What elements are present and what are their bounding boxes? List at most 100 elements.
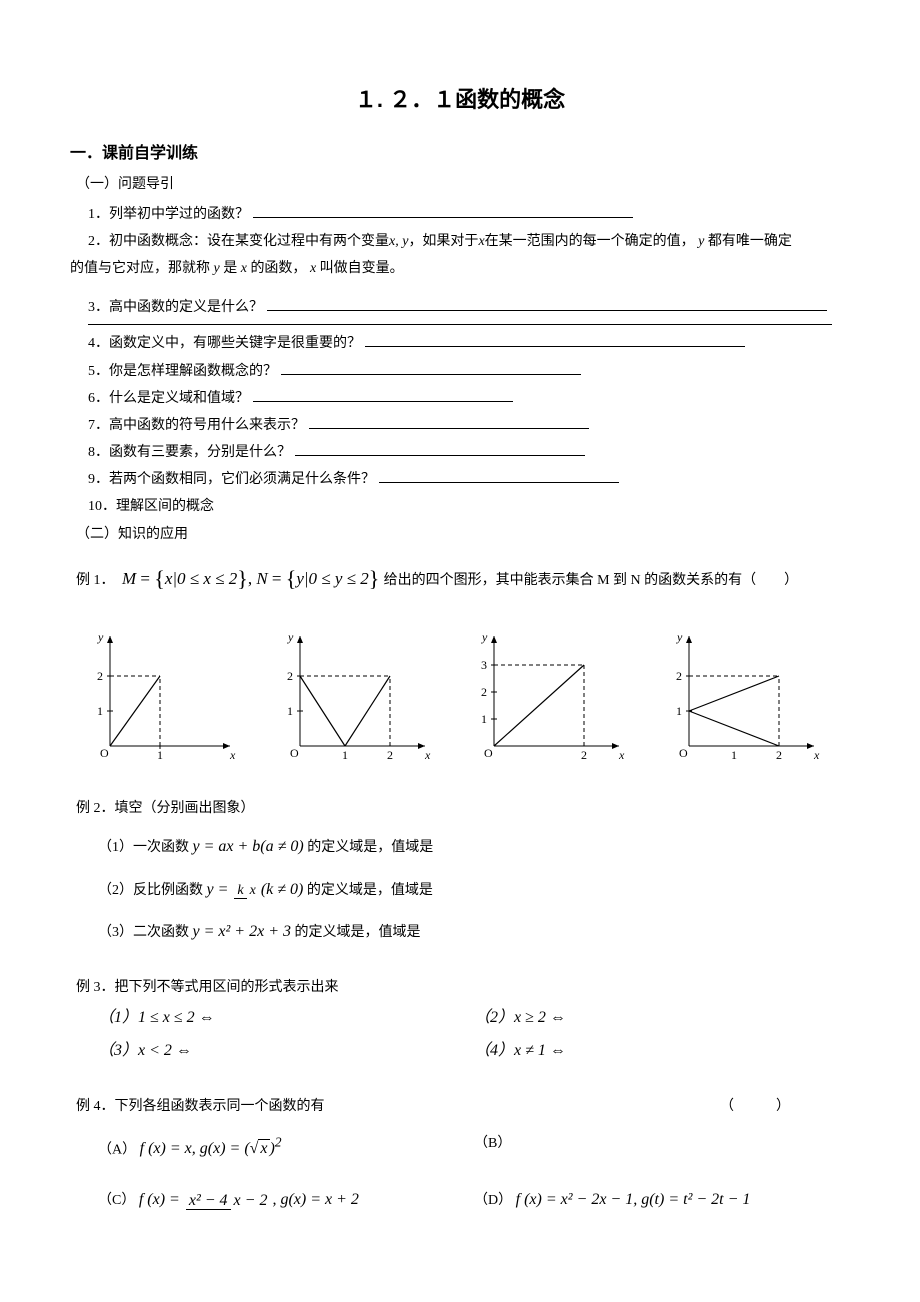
ex4-C-label: （C） <box>98 1193 135 1208</box>
svg-text:2: 2 <box>481 685 487 699</box>
ex4-D: （D） f (x) = x² − 2x − 1, g(t) = t² − 2t … <box>474 1186 850 1215</box>
q2-y: y <box>695 234 708 249</box>
ex4-C-g: , g(x) = x + 2 <box>272 1191 358 1208</box>
q7-text: 7．高中函数的符号用什么来表示？ <box>88 418 305 433</box>
svg-text:x: x <box>813 748 820 762</box>
q3-blank-line2 <box>88 324 832 325</box>
q8: 8．函数有三要素，分别是什么？ <box>88 440 850 465</box>
svg-text:O: O <box>290 746 299 760</box>
q5-blank <box>281 374 581 375</box>
chart-1: x y O 1 2 1 <box>80 626 257 775</box>
section-1-heading: 一．课前自学训练 <box>70 140 850 169</box>
svg-text:1: 1 <box>481 712 487 726</box>
example-2: 例 2．填空（分别画出图象） <box>76 796 850 821</box>
ex2-s1-mid2: ，值域是 <box>377 840 433 855</box>
svg-text:2: 2 <box>676 669 682 683</box>
svg-text:2: 2 <box>387 748 393 762</box>
svg-text:y: y <box>97 630 104 644</box>
ex2-s1: （1）一次函数 y = ax + b(a ≠ 0) 的定义域是，值域是 <box>98 833 850 862</box>
q2-is: 是 <box>223 261 237 276</box>
svg-text:O: O <box>679 746 688 760</box>
ex2-s2-y: y = <box>207 881 233 898</box>
q7-blank <box>309 428 589 429</box>
ex2-s1-mid: 的定义域是 <box>304 840 378 855</box>
ex2-label: 例 2．填空（分别画出图象） <box>76 801 255 816</box>
ex4-C-eq: f (x) = x² − 4x − 2, g(x) = x + 2 <box>139 1191 359 1208</box>
svg-text:x: x <box>229 748 236 762</box>
q2-pre: 2．初中函数概念：设在某变化过程中有两个变量 <box>88 234 389 249</box>
ex2-s2-pre: （2）反比例函数 <box>98 883 207 898</box>
ex4-A-label: （A） <box>98 1142 136 1157</box>
q6-blank <box>253 401 513 402</box>
q9-text: 9．若两个函数相同，它们必须满足什么条件？ <box>88 472 375 487</box>
q9-blank <box>379 482 619 483</box>
q1-blank <box>253 217 633 218</box>
svg-text:2: 2 <box>287 669 293 683</box>
q1: 1．列举初中学过的函数？ <box>88 202 850 227</box>
ex2-s2-mid: 的定义域是 <box>303 883 377 898</box>
ex1-lb1: { <box>154 566 165 591</box>
example-1: 例 1． M = {x|0 ≤ x ≤ 2}, N = {y|0 ≤ y ≤ 2… <box>76 557 850 597</box>
q8-text: 8．函数有三要素，分别是什么？ <box>88 445 291 460</box>
q3: 3．高中函数的定义是什么？ <box>88 295 850 320</box>
ex4-C-frac: x² − 4x − 2 <box>186 1192 271 1210</box>
svg-text:1: 1 <box>342 748 348 762</box>
ex2-s2-num: k <box>234 883 246 899</box>
ex3-s4: （4）x ≠ 1 ⇔ <box>474 1037 850 1066</box>
ex1-rb2: } <box>369 566 380 591</box>
ex3-s1-text: （1）1 ≤ x ≤ 2 ⇔ <box>98 1009 215 1026</box>
ex4-label: 例 4．下列各组函数表示同一个函数的有 <box>76 1099 325 1114</box>
svg-text:1: 1 <box>287 704 293 718</box>
ex2-s3-mid2: ，值域是 <box>365 925 421 940</box>
q4-blank <box>365 346 745 347</box>
ex4-B-label: （B） <box>474 1136 511 1151</box>
ex2-s2-den: x <box>247 883 259 898</box>
q1-text: 1．列举初中学过的函数？ <box>88 207 249 222</box>
ex4-paren: （ ） <box>720 1094 790 1119</box>
ex1-M: M <box>122 569 136 588</box>
ex4-C: （C） f (x) = x² − 4x − 2, g(x) = x + 2 <box>98 1186 474 1215</box>
ex1-set1: x|0 ≤ x ≤ 2 <box>165 569 237 588</box>
ex3-s3-text: （3）x < 2 ⇔ <box>98 1042 192 1059</box>
q2-y2: y <box>210 261 223 276</box>
ex1-lb2: { <box>286 566 297 591</box>
subsection-2: （二）知识的应用 <box>76 522 850 547</box>
ex4-B: （B） <box>474 1131 850 1164</box>
ex2-s1-eq: y = ax + b(a ≠ 0) <box>193 838 304 855</box>
svg-text:O: O <box>484 746 493 760</box>
q6-text: 6．什么是定义域和值域？ <box>88 391 249 406</box>
ex3-s2-text: （2）x ≥ 2 ⇔ <box>474 1009 566 1026</box>
ex4-A: （A） f (x) = x, g(x) = (√x)2 <box>98 1131 474 1164</box>
svg-text:y: y <box>676 630 683 644</box>
svg-text:2: 2 <box>776 748 782 762</box>
ex4-C-num: x² − 4 <box>186 1192 231 1210</box>
q5-text: 5．你是怎样理解函数概念的？ <box>88 364 277 379</box>
ex4-row1: （A） f (x) = x, g(x) = (√x)2 （B） <box>98 1131 850 1164</box>
svg-text:1: 1 <box>157 748 163 762</box>
ex1-rb1: } <box>237 566 248 591</box>
q2-defn: 的函数， <box>250 261 306 276</box>
chart-3: x y O 1 2 3 2 <box>469 626 646 775</box>
subsection-1: （一）问题导引 <box>76 172 850 197</box>
q5: 5．你是怎样理解函数概念的？ <box>88 359 850 384</box>
svg-text:2: 2 <box>97 669 103 683</box>
ex4-D-eq: f (x) = x² − 2x − 1, g(t) = t² − 2t − 1 <box>516 1191 751 1208</box>
ex3-row2: （3）x < 2 ⇔ （4）x ≠ 1 ⇔ <box>98 1037 850 1066</box>
ex1-eq1: = <box>136 569 154 588</box>
ex2-s2-frac: kx <box>234 883 258 898</box>
q6: 6．什么是定义域和值域？ <box>88 386 850 411</box>
ex2-s3-mid: 的定义域是 <box>291 925 365 940</box>
q2-line1: 2．初中函数概念：设在某变化过程中有两个变量x, y，如果对于x在某一范围内的每… <box>88 229 850 254</box>
example-4: 例 4．下列各组函数表示同一个函数的有 （ ） <box>76 1094 850 1119</box>
ex1-eq2: = <box>268 569 286 588</box>
q2-mid1: ，如果对于 <box>408 234 478 249</box>
ex2-s3-pre: （3）二次函数 <box>98 925 193 940</box>
q2-x2: x <box>237 261 250 276</box>
ex2-s2-mid2: ，值域是 <box>377 883 433 898</box>
svg-text:2: 2 <box>581 748 587 762</box>
ex4-C-f: f (x) = <box>139 1191 184 1208</box>
svg-text:O: O <box>100 746 109 760</box>
q9: 9．若两个函数相同，它们必须满足什么条件？ <box>88 467 850 492</box>
ex4-C-den: x − 2 <box>231 1192 271 1209</box>
q2-xy: x, y <box>389 234 408 249</box>
